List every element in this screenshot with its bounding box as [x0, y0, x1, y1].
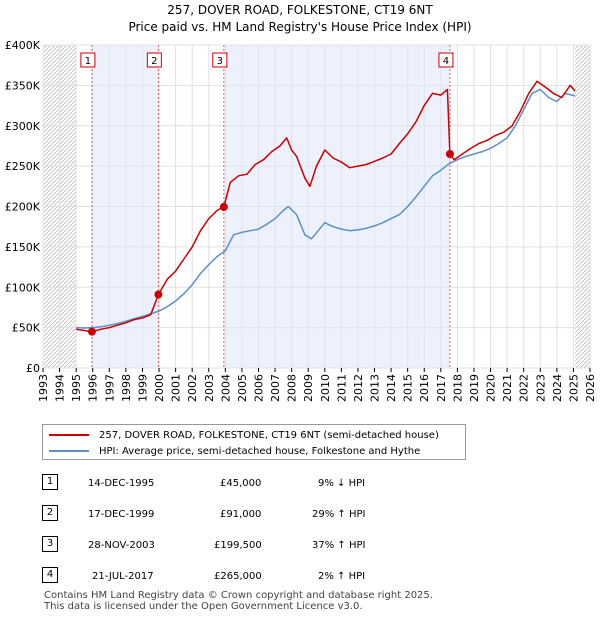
- x-tick-label: 1995: [70, 374, 83, 402]
- sale-marker-box: [146, 52, 162, 68]
- legend: 257, DOVER ROAD, FOLKESTONE, CT19 6NT (s…: [42, 424, 466, 460]
- x-tick-label: 2018: [451, 374, 464, 402]
- shaded-spans: [91, 45, 451, 368]
- footer-copyright: Contains HM Land Registry data © Crown c…: [44, 590, 433, 601]
- x-tick-label: 2026: [584, 374, 597, 402]
- price-chart: 257, DOVER ROAD, FOLKESTONE, CT19 6NT Pr…: [5, 3, 597, 402]
- sale-number: 3: [42, 536, 58, 552]
- sale-point: [219, 202, 228, 211]
- x-tick-label: 2008: [286, 374, 299, 402]
- x-tick-label: 2001: [170, 374, 183, 402]
- sale-marker-label: 4: [443, 56, 449, 67]
- x-axis: 1993 1994 1995 1996 1997 1998 1999 2000 2001 2002…: [37, 368, 597, 402]
- x-tick-label: 2022: [518, 374, 531, 402]
- sale-hpi-change: 9% ↓ HPI: [318, 478, 366, 489]
- x-tick-label: 2025: [567, 374, 580, 402]
- sale-row: 2 17-DEC-1999 £91,000 29% ↑ HPI: [42, 505, 462, 525]
- x-tick-label: 1999: [136, 374, 149, 402]
- x-tick-label: 2006: [252, 374, 265, 402]
- series-lines: [76, 80, 576, 333]
- x-tick-label: 1993: [37, 374, 50, 402]
- legend-property-label: 257, DOVER ROAD, FOLKESTONE, CT19 6NT (s…: [99, 429, 439, 441]
- y-tick-label: £50K: [12, 322, 41, 335]
- legend-property-swatch: [49, 434, 89, 436]
- x-tick-label: 2011: [335, 374, 348, 402]
- x-tick-label: 1997: [103, 374, 116, 402]
- legend-item-property: 257, DOVER ROAD, FOLKESTONE, CT19 6NT (s…: [49, 427, 439, 443]
- x-tick-label: 2004: [219, 374, 232, 402]
- y-tick-label: £200K: [5, 201, 41, 214]
- sale-point: [87, 327, 96, 336]
- sale-hpi-change: 29% ↑ HPI: [312, 509, 366, 520]
- sale-marker-label: 3: [217, 56, 223, 67]
- sale-marker-label: 1: [85, 56, 91, 67]
- sale-markers: 1 2 3 4: [80, 52, 454, 336]
- legend-item-hpi: HPI: Average price, semi-detached house,…: [49, 443, 420, 459]
- y-tick-label: £300K: [5, 120, 41, 133]
- sale-marker-box: [212, 52, 228, 68]
- sale-number: 4: [42, 567, 58, 583]
- sale-point: [154, 290, 163, 299]
- x-tick-label: 2005: [236, 374, 249, 402]
- x-tick-label: 2002: [186, 374, 199, 402]
- ownership-span: [91, 45, 159, 368]
- footer-attribution: Contains HM Land Registry data © Crown c…: [44, 590, 433, 612]
- x-tick-label: 2012: [352, 374, 365, 402]
- sale-row: 1 14-DEC-1995 £45,000 9% ↓ HPI: [42, 474, 462, 494]
- sale-price: £45,000: [220, 478, 262, 489]
- x-tick-label: 2024: [551, 374, 564, 402]
- x-tick-label: 2014: [385, 374, 398, 402]
- x-tick-label: 2010: [319, 374, 332, 402]
- hpi-line: [76, 88, 576, 329]
- y-tick-label: £150K: [5, 241, 41, 254]
- legend-hpi-swatch: [49, 450, 89, 452]
- x-tick-label: 2016: [418, 374, 431, 402]
- property-price-line: [76, 80, 576, 333]
- x-tick-label: 2013: [369, 374, 382, 402]
- x-tick-label: 1994: [54, 374, 67, 402]
- sale-row: 4 21-JUL-2017 £265,000 2% ↑ HPI: [42, 567, 462, 587]
- sale-price: £199,500: [214, 540, 262, 551]
- x-tick-label: 2017: [435, 374, 448, 402]
- sale-hpi-change: 37% ↑ HPI: [312, 540, 366, 551]
- x-tick-label: 1996: [87, 374, 100, 402]
- x-tick-label: 2021: [501, 374, 514, 402]
- sale-date: 21-JUL-2017: [92, 571, 154, 582]
- y-tick-label: £100K: [5, 281, 41, 294]
- x-tick-label: 2003: [203, 374, 216, 402]
- y-axis: £0 £50K £100K £150K £200K £250K £300K £350K £400…: [5, 39, 41, 375]
- sale-number: 1: [42, 474, 58, 490]
- sale-marker-label: 2: [151, 56, 157, 67]
- x-tick-label: 2019: [468, 374, 481, 402]
- sale-date: 17-DEC-1999: [88, 509, 155, 520]
- x-tick-label: 2007: [269, 374, 282, 402]
- y-tick-label: £350K: [5, 79, 41, 92]
- y-tick-label: £250K: [5, 160, 41, 173]
- x-tick-label: 1998: [120, 374, 133, 402]
- y-tick-label: £0: [26, 362, 40, 375]
- sale-number: 2: [42, 505, 58, 521]
- sale-price: £91,000: [220, 509, 262, 520]
- footer-licence: This data is licensed under the Open Gov…: [44, 601, 363, 612]
- sale-date: 14-DEC-1995: [88, 478, 155, 489]
- legend-hpi-label: HPI: Average price, semi-detached house,…: [99, 445, 421, 457]
- sale-hpi-change: 2% ↑ HPI: [318, 571, 366, 582]
- sale-price: £265,000: [214, 571, 262, 582]
- chart-title: 257, DOVER ROAD, FOLKESTONE, CT19 6NT: [167, 3, 433, 17]
- x-tick-label: 2020: [485, 374, 498, 402]
- sale-marker-box: [80, 52, 96, 68]
- chart-subtitle: Price paid vs. HM Land Registry's House …: [128, 20, 471, 34]
- x-tick-label: 2023: [534, 374, 547, 402]
- sale-row: 3 28-NOV-2003 £199,500 37% ↑ HPI: [42, 536, 462, 556]
- x-tick-label: 2015: [402, 374, 415, 402]
- y-tick-label: £400K: [5, 39, 41, 52]
- ownership-span: [223, 45, 450, 368]
- sale-marker-box: [438, 52, 454, 68]
- x-tick-label: 2000: [153, 374, 166, 402]
- x-tick-label: 2009: [302, 374, 315, 402]
- sale-point: [445, 150, 454, 159]
- sale-date: 28-NOV-2003: [88, 540, 155, 551]
